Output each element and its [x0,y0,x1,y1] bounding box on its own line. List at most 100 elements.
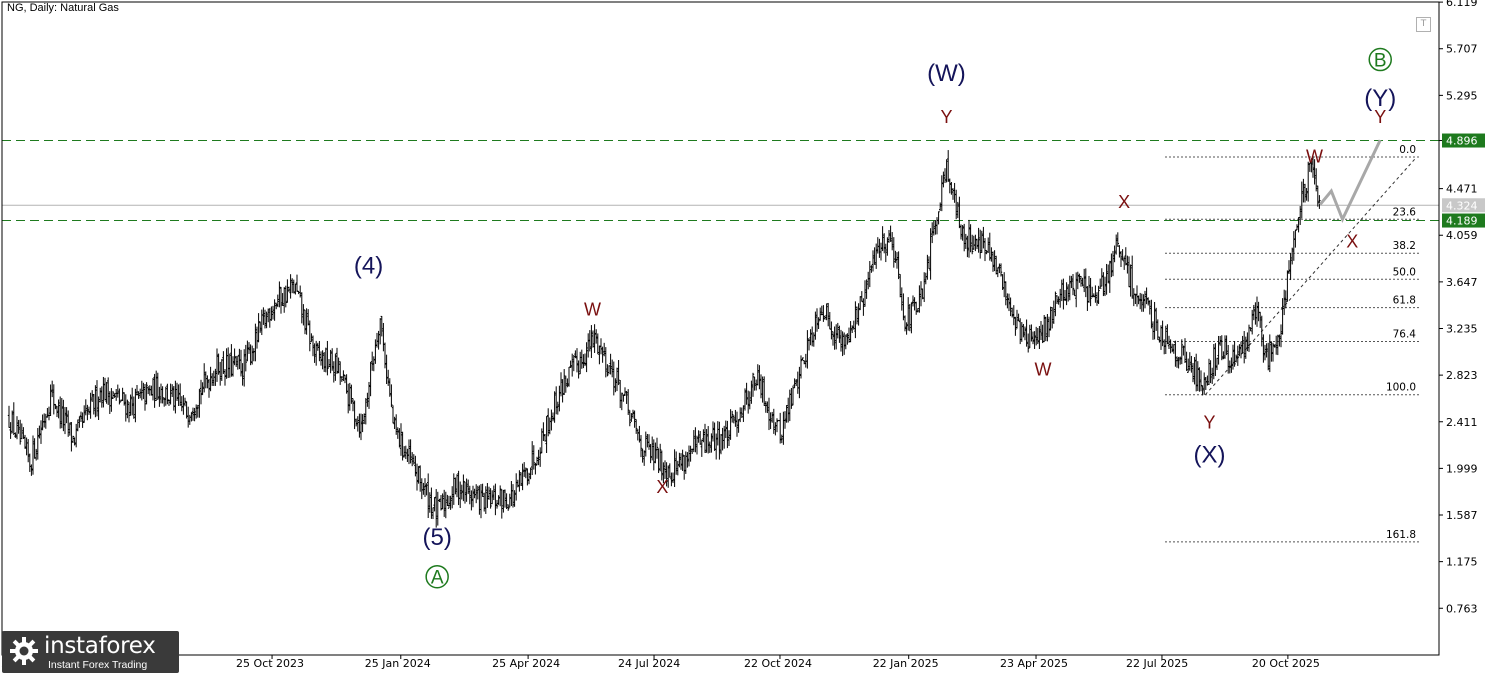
ohlc-bar [910,302,913,334]
ohlc-bar [911,295,915,307]
ohlc-bar [598,345,601,365]
ohlc-bar [17,419,20,434]
ohlc-bar [230,344,233,377]
ohlc-bar [1274,335,1278,355]
ohlc-bar [1050,307,1054,329]
x-tick-label: 22 Oct 2024 [744,657,812,670]
ohlc-bar [79,411,83,423]
ohlc-bar [1098,278,1102,289]
ohlc-bar [455,474,459,498]
ohlc-bar [210,373,214,386]
ohlc-bar [930,222,934,244]
ohlc-bar [281,293,284,306]
ohlc-bar [737,419,740,433]
ohlc-bar [228,353,231,378]
ohlc-bar [625,390,628,404]
ohlc-bar [334,353,337,381]
ohlc-bar [1170,343,1174,353]
ohlc-bar [14,432,17,438]
ohlc-bar [250,345,254,365]
ohlc-bar [94,385,97,418]
wave-label: W [1035,359,1052,379]
ohlc-bar [1217,335,1220,365]
ohlc-bar [519,472,523,487]
ohlc-bar [1316,185,1319,207]
ohlc-bar [537,449,540,466]
text-tool-button[interactable]: T [1416,17,1431,32]
ohlc-bar [593,324,596,353]
ohlc-bar [391,405,395,424]
ohlc-bar [601,346,604,363]
ohlc-bar [740,407,743,418]
ohlc-bar [812,332,815,347]
ohlc-bar [209,366,212,392]
ohlc-bar [466,479,470,495]
ohlc-bar [1119,251,1123,268]
ohlc-bar [582,354,585,369]
ohlc-bar [65,407,68,424]
wave-label: X [1346,232,1358,252]
ohlc-bar [193,407,196,422]
ohlc-bar [996,267,999,278]
fibonacci-levels: 0.0 23.6 38.2 50.0 61.8 76.4 100.0 161.8 [1165,144,1420,543]
ohlc-bar [1241,335,1244,354]
ohlc-bar [258,321,262,333]
ohlc-bar [434,489,438,528]
ohlc-bar [850,325,854,333]
ohlc-bar [1273,344,1276,348]
ohlc-bar [790,387,793,409]
ohlc-bar [337,357,340,374]
projected-wave-path [1318,139,1382,224]
ohlc-bar [207,378,211,398]
ohlc-bar [484,486,487,514]
ohlc-bar [1222,351,1225,360]
ohlc-bar [57,399,60,419]
ohlc-bar [1204,376,1207,390]
ohlc-bar [167,399,171,406]
ohlc-bar [841,331,844,357]
ohlc-bar [449,495,452,510]
ohlc-bar [441,493,444,510]
ohlc-bar [1305,187,1308,201]
wave-label: (4) [354,253,383,280]
ohlc-bar [1249,327,1252,332]
ohlc-bar [74,423,78,448]
ohlc-bar [386,369,390,386]
ohlc-bar [497,495,500,505]
ohlc-bar [762,376,766,406]
ohlc-bar [550,409,553,431]
ohlc-bar [633,410,636,428]
wave-label: (5) [422,524,451,551]
ohlc-bar [588,330,591,352]
gear-logo-icon [10,637,38,665]
ohlc-bar [631,409,635,419]
ohlc-bar [1302,178,1305,203]
ohlc-bar [1233,341,1236,367]
ohlc-bar [1068,275,1071,301]
ohlc-bar [356,416,359,432]
ohlc-bar [583,353,587,367]
ohlc-bar [1031,331,1035,345]
ohlc-bar [1242,331,1246,364]
ohlc-bar [1076,271,1079,290]
fib-ratio-label: 61.8 [1393,295,1416,307]
wave-label: Y [1204,413,1216,433]
ohlc-bar [751,372,755,397]
ohlc-bar [1150,299,1153,329]
ohlc-bar [1281,298,1284,335]
ohlc-bar [590,325,593,359]
ohlc-bar [348,382,351,411]
ohlc-bar [657,448,660,474]
ohlc-bar [498,485,502,507]
ohlc-bar [164,386,167,406]
ohlc-bar [868,260,871,288]
ohlc-bar [38,425,41,439]
ohlc-bar [1034,326,1038,346]
trend-line-segment [1204,156,1417,396]
ohlc-bar [263,309,267,329]
ohlc-bar [327,359,331,368]
ohlc-bar [447,495,451,509]
ohlc-bar [855,306,859,325]
ohlc-bar [402,446,406,458]
fib-ratio-label: 38.2 [1393,240,1416,252]
